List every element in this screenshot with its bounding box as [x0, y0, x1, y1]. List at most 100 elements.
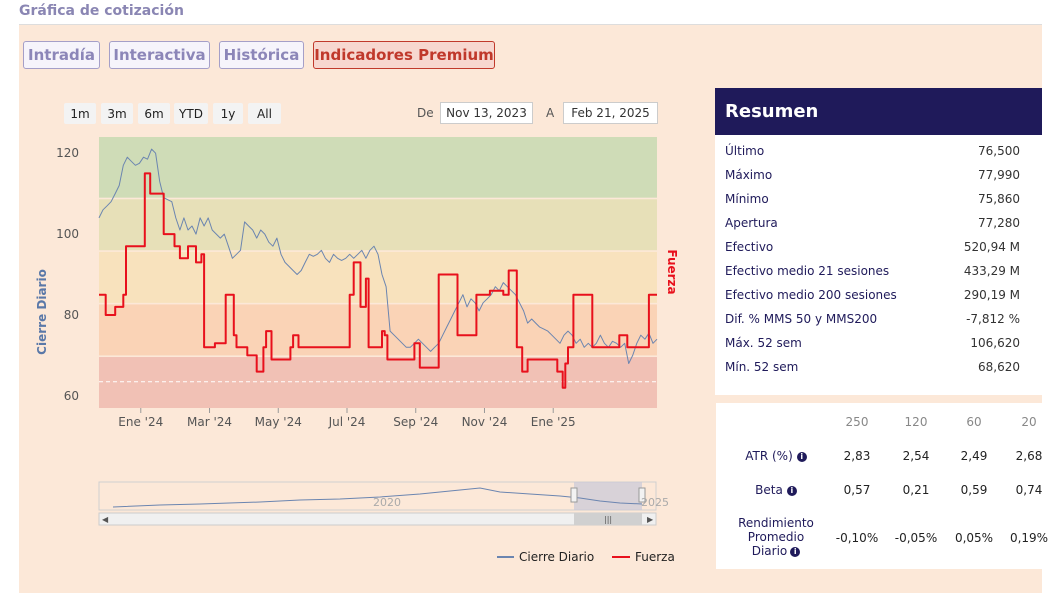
summary-row: Último 76,500 — [725, 140, 1020, 164]
summary-label: Efectivo medio 200 sesiones — [725, 288, 897, 302]
range-button-ytd[interactable]: YTD — [174, 103, 208, 124]
navigator-year-label: 2025 — [641, 496, 669, 509]
stats-row-label: Beta i — [721, 483, 831, 497]
summary-row: Efectivo 520,94 M — [725, 236, 1020, 260]
navigator-selection[interactable] — [574, 482, 642, 510]
navigator-year-label: 2020 — [373, 496, 401, 509]
x-tick-label: Sep '24 — [393, 415, 438, 429]
summary-value: 520,94 M — [963, 240, 1020, 254]
stats-row-label-line: Promedio — [747, 530, 805, 544]
stats-row-label: ATR (%) i — [721, 449, 831, 463]
stats-cell: 2,83 — [843, 449, 871, 463]
y-tick-label: 80 — [64, 308, 79, 322]
legend-label-fuerza: Fuerza — [635, 550, 675, 564]
stats-header: 60 — [966, 415, 982, 429]
scroll-grip-icon: ||| — [604, 515, 612, 524]
navigator-handle-right[interactable] — [638, 487, 646, 503]
from-label: De — [417, 106, 434, 120]
strength-zones — [99, 137, 657, 408]
scrollbar-thumb[interactable] — [574, 513, 642, 525]
y-axis-title: Cierre Diario — [35, 269, 49, 355]
summary-value: 77,280 — [978, 216, 1020, 230]
zone-band — [99, 199, 657, 251]
y-tick-label: 60 — [64, 389, 79, 403]
summary-row: Dif. % MMS 50 y MMS200 -7,812 % — [725, 308, 1020, 332]
from-date-input[interactable]: Nov 13, 2023 — [440, 102, 533, 124]
navigator-scrollbar[interactable] — [98, 512, 657, 526]
range-button-3m[interactable]: 3m — [101, 103, 133, 124]
info-icon[interactable]: i — [790, 546, 801, 557]
scroll-left-icon[interactable]: ◀ — [102, 515, 109, 524]
stats-header: 250 — [845, 415, 869, 429]
stats-cell: 0,59 — [960, 483, 988, 497]
info-icon[interactable]: i — [796, 451, 807, 462]
summary-value: 106,620 — [970, 336, 1020, 350]
summary-value: 76,500 — [978, 144, 1020, 158]
range-button-all[interactable]: All — [248, 103, 281, 124]
summary-table: Último 76,500 Máximo 77,990 Mínimo 75,860 Aper… — [715, 135, 1042, 395]
legend-label-cierre: Cierre Diario — [519, 550, 594, 564]
stats-cell: 0,21 — [902, 483, 930, 497]
x-tick-label: Jul '24 — [328, 415, 366, 429]
info-icon[interactable]: i — [786, 485, 797, 496]
summary-value: 75,860 — [978, 192, 1020, 206]
title-divider — [19, 24, 1042, 25]
summary-row: Efectivo medio 21 sesiones 433,29 M — [725, 260, 1020, 284]
y2-axis-title: Fuerza — [665, 249, 679, 294]
navigator[interactable]: 2020 2025 ◀ ▶ ||| — [98, 481, 669, 526]
summary-value: 433,29 M — [963, 264, 1020, 278]
summary-label: Dif. % MMS 50 y MMS200 — [725, 312, 878, 326]
series-line-cierre-diario — [98, 148, 658, 364]
range-button-6m[interactable]: 6m — [138, 103, 170, 124]
to-date-input[interactable]: Feb 21, 2025 — [563, 102, 658, 124]
x-tick-label: Mar '24 — [187, 415, 232, 429]
summary-label: Mín. 52 sem — [725, 360, 799, 374]
tab-interactiva[interactable]: Interactiva — [109, 41, 210, 69]
summary-label: Efectivo — [725, 240, 774, 254]
stats-cell: 2,68 — [1015, 449, 1043, 463]
y-axis: 60 80 100 120 — [56, 146, 79, 403]
summary-label: Apertura — [725, 216, 778, 230]
stats-row-label-line: Rendimiento — [738, 516, 814, 530]
stats-row-label: Rendimiento Promedio Diario i — [721, 516, 831, 558]
y-tick-label: 100 — [56, 227, 79, 241]
zone-band — [99, 137, 657, 198]
summary-row: Apertura 77,280 — [725, 212, 1020, 236]
summary-value: 290,19 M — [963, 288, 1020, 302]
x-tick-label: Ene '25 — [531, 415, 576, 429]
stats-cell: -0,05% — [894, 531, 938, 545]
stats-header: 120 — [904, 415, 928, 429]
summary-label: Máx. 52 sem — [725, 336, 802, 350]
scroll-right-icon[interactable]: ▶ — [647, 515, 654, 524]
stats-cell: 0,19% — [1009, 531, 1049, 545]
navigator-handle-left[interactable] — [570, 487, 578, 503]
summary-row: Mínimo 75,860 — [725, 188, 1020, 212]
summary-value: 68,620 — [978, 360, 1020, 374]
zone-band — [99, 357, 657, 408]
summary-label: Máximo — [725, 168, 773, 182]
x-axis: Ene '24 Mar '24 May '24 Jul '24 Sep '24 Nov '… — [118, 408, 576, 429]
x-tick-label: May '24 — [255, 415, 302, 429]
zone-band — [99, 251, 657, 303]
stats-cell: -0,10% — [835, 531, 879, 545]
tab-historica[interactable]: Histórica — [219, 41, 304, 69]
stats-row-label-line: Diario i — [721, 544, 831, 558]
to-label: A — [546, 106, 555, 120]
stats-cell: 2,49 — [960, 449, 988, 463]
stats-header: 20 — [1021, 415, 1037, 429]
summary-value: -7,812 % — [966, 312, 1020, 326]
summary-label: Mínimo — [725, 192, 769, 206]
tab-indicadores-premium[interactable]: Indicadores Premium — [313, 41, 495, 69]
tab-intradia[interactable]: Intradía — [23, 41, 100, 69]
x-tick-label: Nov '24 — [462, 415, 508, 429]
range-button-1m[interactable]: 1m — [64, 103, 96, 124]
range-button-1y[interactable]: 1y — [213, 103, 243, 124]
series-layer — [98, 148, 658, 389]
y-tick-label: 120 — [56, 146, 79, 160]
summary-label: Último — [725, 144, 765, 158]
stats-cell: 0,05% — [954, 531, 994, 545]
price-chart[interactable]: 60 80 100 120 Ene '24 Mar '24 May '24 Jul '24 S… — [0, 120, 700, 600]
summary-row: Máximo 77,990 — [725, 164, 1020, 188]
series-line-fuerza — [99, 172, 657, 389]
navigator-series — [112, 487, 643, 508]
